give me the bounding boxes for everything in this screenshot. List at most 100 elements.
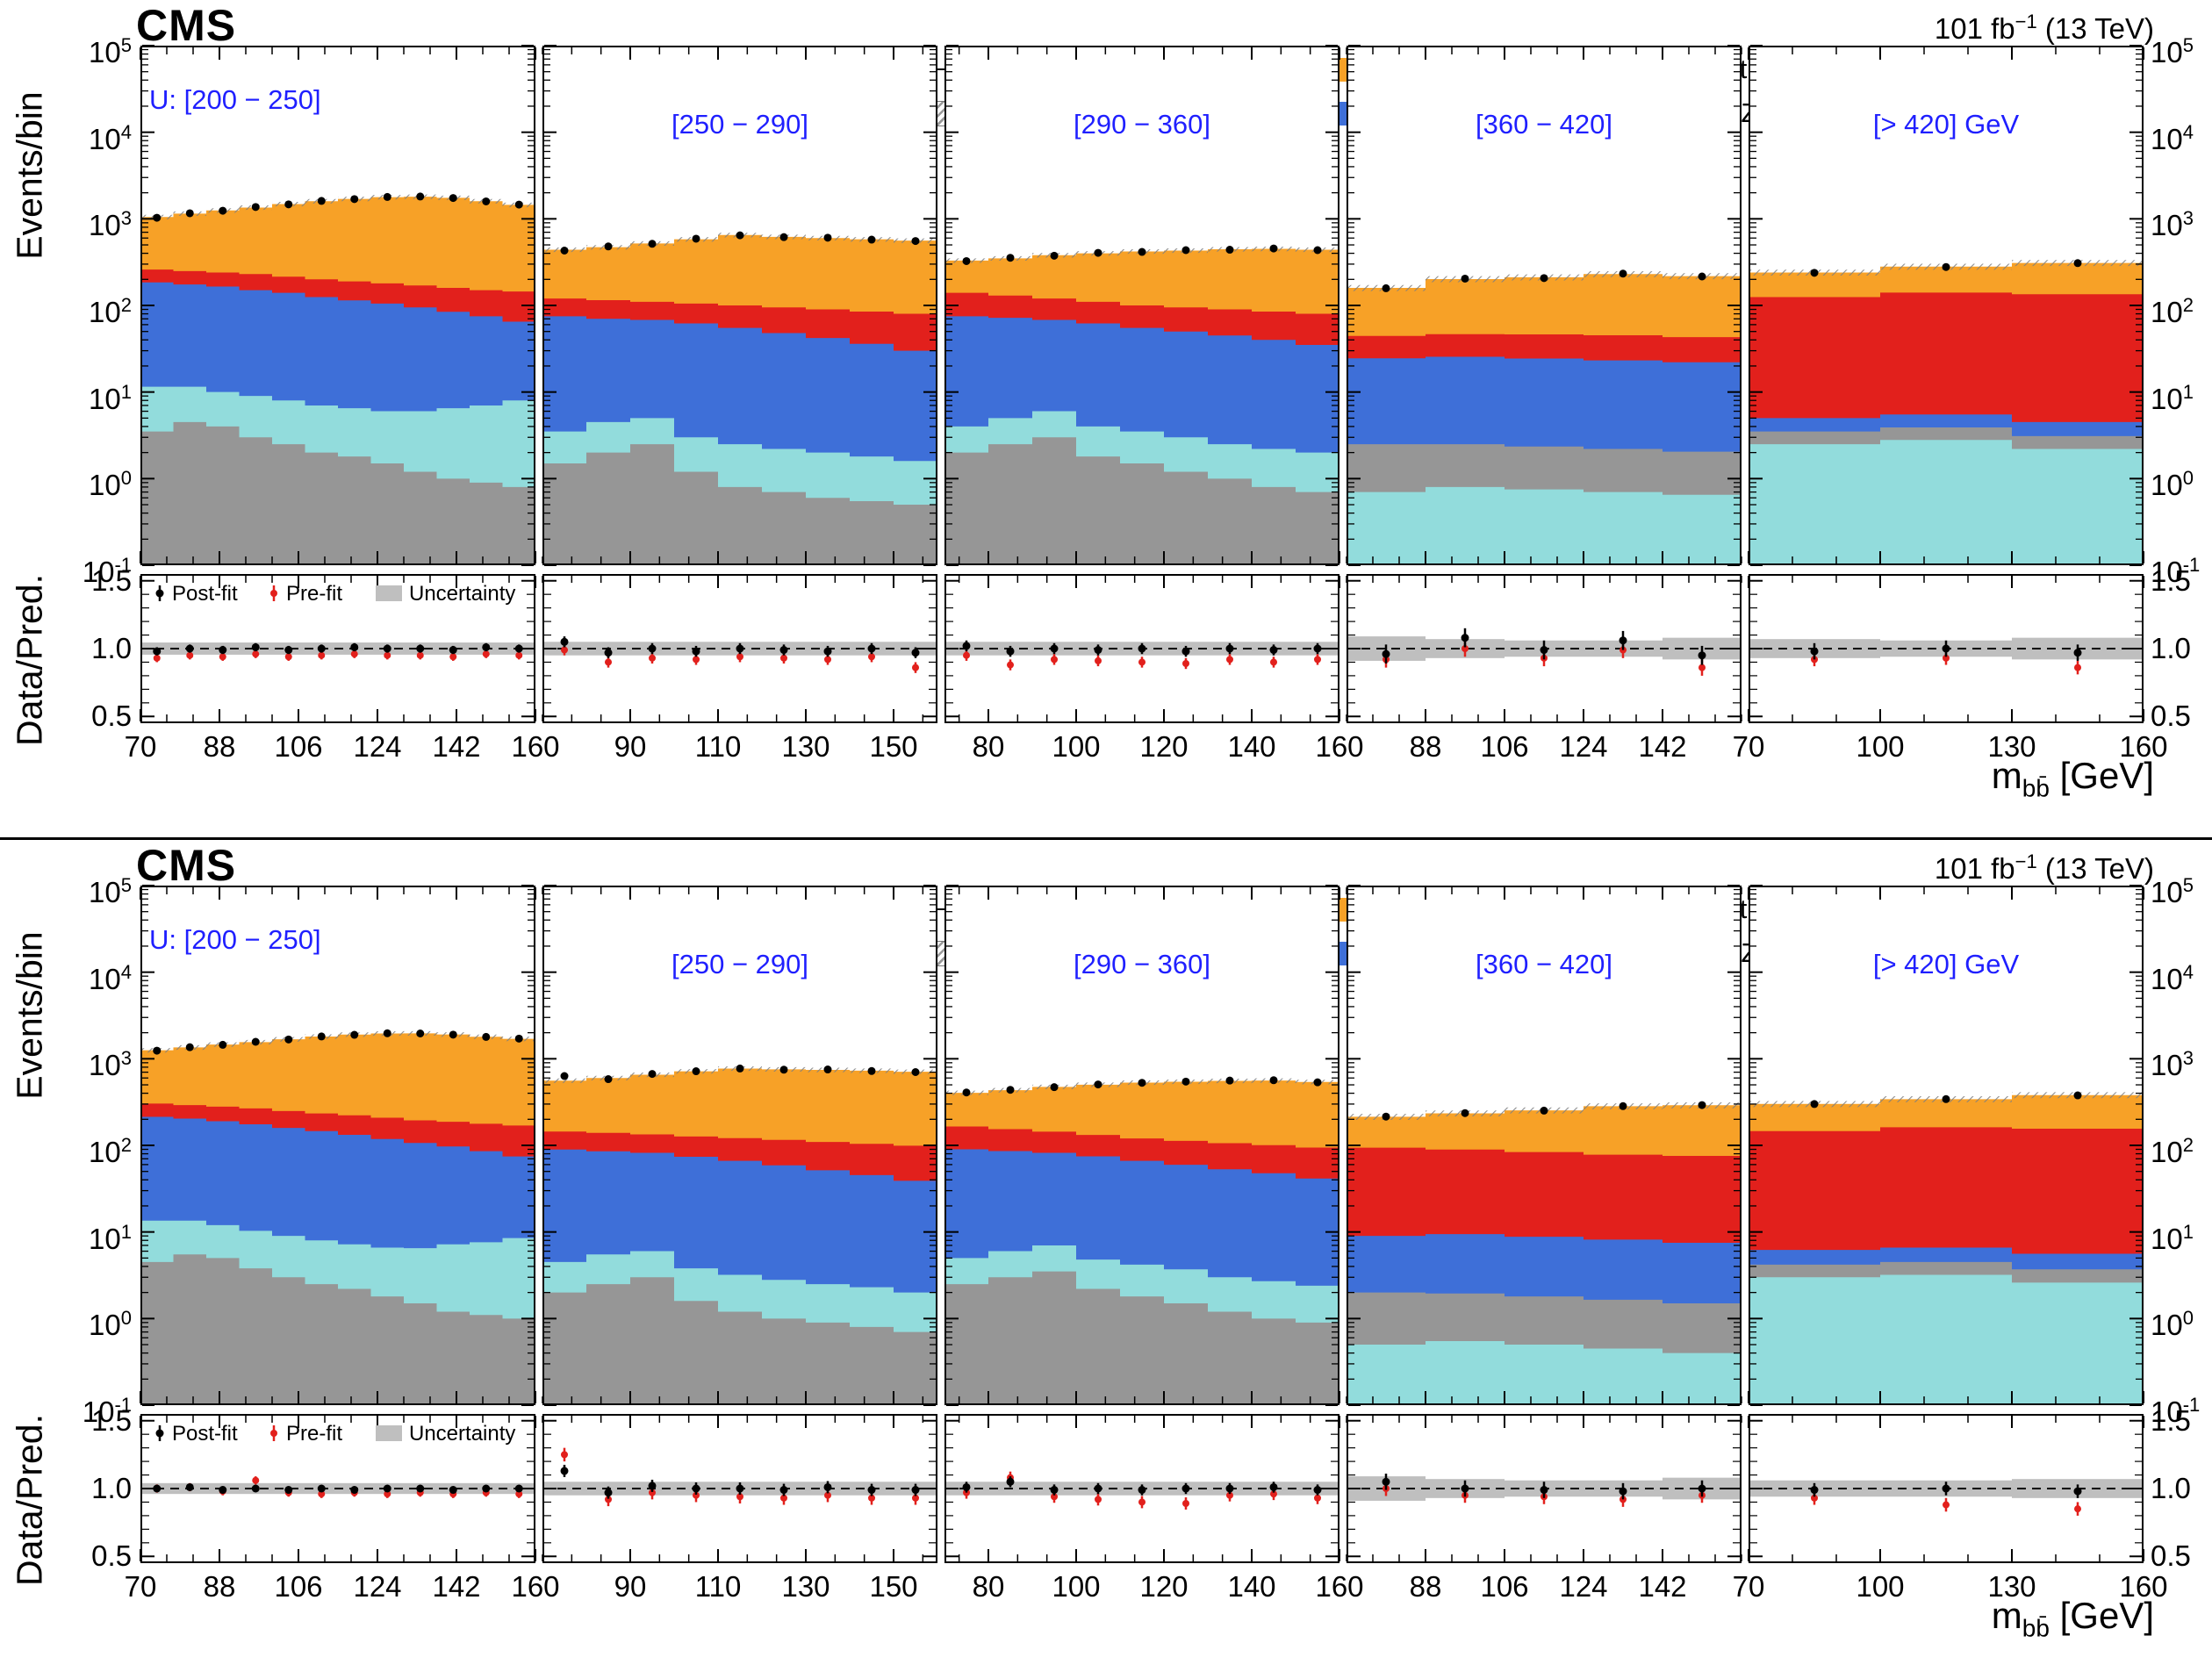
x-tick-label: 130 bbox=[781, 730, 830, 763]
x-tick-label: 142 bbox=[432, 1570, 480, 1603]
ratio-panel-4: 70 100 130 160 bbox=[1733, 574, 2168, 763]
x-tick-label: 130 bbox=[1987, 730, 2036, 763]
cms-logo-text: CMS bbox=[136, 841, 237, 890]
ratio-panel-4: 70 100 130 160 bbox=[1733, 1414, 2168, 1603]
panel-bin-label: [360 − 420] bbox=[1476, 949, 1612, 979]
y-tick-label-left: 103 bbox=[89, 1047, 132, 1082]
ratio-tick-label-left: 1.5 bbox=[91, 563, 132, 597]
x-title-sub: bb̄ bbox=[2022, 1614, 2050, 1642]
main-panel-3: [360 − 420] bbox=[1346, 45, 1742, 566]
ratio-panel-3: 88 106 124 142 bbox=[1346, 574, 1742, 763]
y-tick-label-left: 10-1 bbox=[82, 554, 132, 588]
x-title-unit: [GeV] bbox=[2059, 755, 2154, 796]
x-tick-label: 100 bbox=[1856, 1570, 1904, 1603]
y-tick-label-right: 100 bbox=[2151, 1307, 2194, 1342]
ratio-panel-1: 90 110 130 150 bbox=[542, 1414, 937, 1603]
ratio-tick-label-right: 0.5 bbox=[2151, 700, 2191, 733]
panel-bin-label: [290 − 360] bbox=[1074, 949, 1210, 979]
x-tick-label: 100 bbox=[1052, 730, 1100, 763]
x-tick-label: 110 bbox=[695, 730, 742, 763]
lumi-label: 101 fb−1 (13 TeV) bbox=[1935, 11, 2154, 46]
ratio-panel-1: 90 110 130 150 bbox=[542, 574, 937, 763]
main-panel-2: [290 − 360] bbox=[944, 885, 1340, 1406]
y-tick-label-left: 100 bbox=[89, 1307, 132, 1342]
x-tick-label: 90 bbox=[614, 1570, 647, 1603]
y-tick-label-right: 100 bbox=[2151, 467, 2194, 502]
lumi-prefix: 101 fb bbox=[1934, 12, 2015, 45]
ratio-tick-label-left: 1.5 bbox=[91, 1403, 132, 1437]
y-tick-label-right: 102 bbox=[2151, 294, 2194, 328]
main-panel-4: [> 420] GeV bbox=[1748, 45, 2144, 566]
x-tick-label: 160 bbox=[2119, 730, 2167, 763]
x-tick-label: 140 bbox=[1227, 730, 1275, 763]
cms-logo-text: CMS bbox=[136, 1, 237, 50]
x-axis-title: mbb̄ [GeV] bbox=[1992, 1595, 2154, 1642]
x-tick-label: 142 bbox=[432, 730, 480, 763]
panel-bin-label: [> 420] GeV bbox=[1873, 109, 2020, 140]
y-tick-label-left: 104 bbox=[89, 120, 132, 155]
y-tick-label-left: 105 bbox=[89, 34, 132, 68]
ratio-legend-prefit: Pre-fit bbox=[286, 582, 342, 606]
ratio-tick-label-right: 1.5 bbox=[2151, 1403, 2191, 1437]
x-tick-label: 142 bbox=[1638, 1570, 1686, 1603]
y-tick-label-left: 103 bbox=[89, 207, 132, 242]
ratio-panel-0: 70 88 106 124 142 160 Post-fit Pre-fit Uncertain… bbox=[125, 574, 560, 763]
lumi-superscript: −1 bbox=[2014, 850, 2037, 872]
x-tick-label: 150 bbox=[869, 730, 917, 763]
x-tick-label: 140 bbox=[1227, 1570, 1275, 1603]
ratio-panel-2: 80 100 120 140 160 bbox=[944, 574, 1364, 763]
panel-bin-label: [250 − 290] bbox=[672, 949, 808, 979]
lumi-suffix: (13 TeV) bbox=[2036, 12, 2154, 45]
ratio-tick-label-right: 1.5 bbox=[2151, 563, 2191, 597]
ratio-tick-label-left: 0.5 bbox=[91, 1539, 132, 1573]
y-tick-label-left: 104 bbox=[89, 960, 132, 995]
x-tick-label: 142 bbox=[1638, 730, 1686, 763]
y-tick-label-right: 103 bbox=[2151, 1047, 2194, 1082]
x-tick-label: 80 bbox=[973, 1570, 1005, 1603]
y-tick-label-left: 102 bbox=[89, 294, 132, 328]
y-tick-label-right: 104 bbox=[2151, 960, 2194, 995]
panel-bin-label: [360 − 420] bbox=[1476, 109, 1612, 140]
ratio-tick-label-left: 1.0 bbox=[91, 1472, 132, 1504]
ratio-legend-uncertainty: Uncertainty bbox=[409, 582, 515, 606]
x-tick-label: 120 bbox=[1139, 1570, 1188, 1603]
lumi-prefix: 101 fb bbox=[1934, 852, 2015, 885]
x-tick-label: 70 bbox=[125, 730, 157, 763]
x-tick-label: 160 bbox=[1315, 1570, 1363, 1603]
figure-muon-cr: CMS 101 fb−1 (13 TeV) Events/bin Data/Pr… bbox=[0, 840, 2212, 1679]
ratio-legend-postfit: Post-fit bbox=[172, 1422, 238, 1446]
x-tick-label: 88 bbox=[204, 730, 236, 763]
x-tick-label: 106 bbox=[274, 1570, 322, 1603]
x-tick-label: 106 bbox=[274, 730, 322, 763]
ratio-tick-label-left: 1.0 bbox=[91, 632, 132, 664]
ratio-panel-2: 80 100 120 140 160 bbox=[944, 1414, 1364, 1603]
y-tick-label-right: 101 bbox=[2151, 1220, 2194, 1255]
main-panel-2: [290 − 360] bbox=[944, 45, 1340, 566]
main-panel-3: [360 − 420] bbox=[1346, 885, 1742, 1406]
lumi-suffix: (13 TeV) bbox=[2036, 852, 2154, 885]
x-tick-label: 150 bbox=[869, 1570, 917, 1603]
panel-bin-label: [290 − 360] bbox=[1074, 109, 1210, 140]
x-tick-label: 88 bbox=[204, 1570, 236, 1603]
ratio-panel-3: 88 106 124 142 bbox=[1346, 1414, 1742, 1603]
ratio-tick-label-right: 1.0 bbox=[2151, 632, 2191, 664]
x-tick-label: 106 bbox=[1480, 730, 1528, 763]
y-tick-label-left: 101 bbox=[89, 1220, 132, 1255]
x-tick-label: 100 bbox=[1052, 1570, 1100, 1603]
x-title-unit: [GeV] bbox=[2059, 1595, 2154, 1636]
x-tick-label: 160 bbox=[1315, 730, 1363, 763]
x-title-sub: bb̄ bbox=[2022, 774, 2050, 802]
main-panel-1: [250 − 290] bbox=[542, 885, 937, 1406]
x-tick-label: 120 bbox=[1139, 730, 1188, 763]
y-tick-label-right: 103 bbox=[2151, 207, 2194, 242]
x-tick-label: 130 bbox=[1987, 1570, 2036, 1603]
x-tick-label: 160 bbox=[511, 730, 559, 763]
lumi-superscript: −1 bbox=[2014, 11, 2037, 32]
ratio-panel-0: 70 88 106 124 142 160 Post-fit Pre-fit Uncertain… bbox=[125, 1414, 560, 1603]
x-tick-label: 124 bbox=[1559, 730, 1607, 763]
figure-separator bbox=[0, 837, 2212, 840]
x-tick-label: 70 bbox=[1733, 1570, 1765, 1603]
x-axis-title: mbb̄ [GeV] bbox=[1992, 755, 2154, 802]
panel-bin-label: [> 420] GeV bbox=[1873, 949, 2020, 979]
ratio-legend-uncertainty: Uncertainty bbox=[409, 1422, 515, 1446]
